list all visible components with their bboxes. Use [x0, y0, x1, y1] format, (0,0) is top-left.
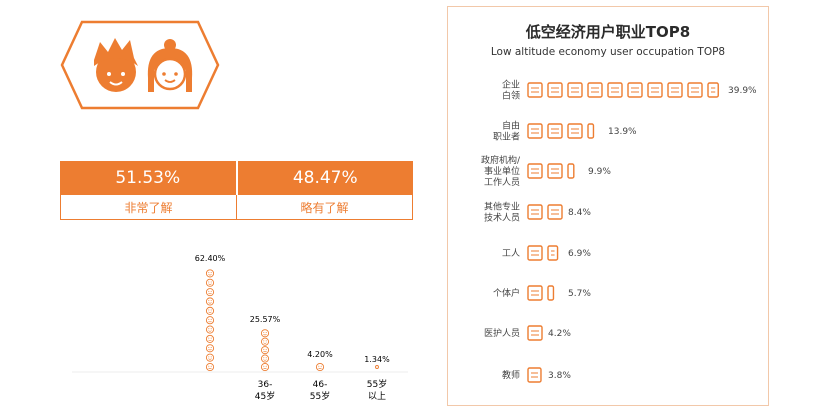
smiley-face-icon — [260, 362, 270, 372]
occupation-value-label: 5.7% — [568, 289, 591, 299]
smiley-face-icon — [205, 344, 215, 353]
category-label: 55岁 — [367, 378, 387, 390]
occupation-label: 企业 — [502, 79, 520, 91]
id-card-icon — [567, 82, 583, 98]
occupation-value-label: 6.9% — [568, 249, 591, 259]
very-familiar-percent: 51.53% — [60, 161, 236, 195]
bar-value-label: 62.40% — [195, 255, 226, 263]
occupation-label: 技术人员 — [484, 212, 520, 224]
smiley-face-icon — [260, 346, 270, 355]
smiley-face-icon — [205, 334, 215, 343]
occupation-bar — [527, 325, 543, 341]
occupation-label: 其他专业 — [484, 201, 520, 213]
id-card-icon — [647, 82, 663, 98]
id-card-icon — [627, 82, 643, 98]
id-card-icon — [527, 285, 543, 301]
category-label: 45岁 — [255, 390, 275, 402]
category-label: 以上 — [368, 391, 386, 402]
id-card-icon — [547, 245, 559, 261]
occupation-label: 白领 — [502, 90, 520, 102]
occupation-value-label: 8.4% — [568, 208, 591, 218]
smiley-face-icon — [260, 354, 270, 363]
smiley-face-icon — [205, 269, 215, 278]
age-bar — [205, 269, 215, 372]
occupation-label: 个体户 — [493, 287, 520, 299]
smiley-face-icon — [205, 362, 215, 372]
somewhat-familiar-label: 略有了解 — [236, 195, 412, 219]
id-card-icon — [527, 204, 543, 220]
occupation-value-label: 39.9% — [728, 86, 757, 96]
smiley-face-icon — [205, 306, 215, 315]
occupation-bar — [527, 163, 575, 179]
occupation-bar — [527, 204, 563, 220]
id-card-icon — [547, 204, 563, 220]
id-card-icon — [547, 123, 563, 139]
occupation-value-label: 4.2% — [548, 329, 571, 339]
user-avatars-hexagon — [60, 20, 220, 110]
smiley-face-icon — [260, 337, 270, 346]
girl-face-icon — [147, 39, 193, 92]
id-card-icon — [547, 82, 563, 98]
smiley-face-icon — [205, 316, 215, 325]
bar-value-label: 25.57% — [250, 315, 281, 324]
occupation-bar — [527, 82, 719, 98]
bar-value-label: 1.34% — [364, 355, 390, 364]
occupation-bar — [527, 123, 595, 139]
id-card-icon — [527, 163, 543, 179]
very-familiar-label: 非常了解 — [124, 200, 173, 215]
id-card-icon — [687, 82, 703, 98]
id-card-icon — [527, 245, 543, 261]
smiley-face-icon — [205, 325, 215, 334]
id-card-icon — [667, 82, 683, 98]
occupation-bar — [527, 367, 542, 383]
id-card-icon — [587, 82, 603, 98]
id-card-icon — [567, 163, 575, 179]
id-card-icon — [527, 325, 543, 341]
smiley-face-icon — [205, 288, 215, 297]
id-card-icon — [707, 82, 719, 98]
age-distribution-chart: 62.40% 25.57% 36- 45岁 4.20% 46- 55岁 1.34% 55岁 以上 — [60, 254, 420, 415]
id-card-icon — [607, 82, 623, 98]
smiley-face-icon — [315, 362, 325, 372]
age-bar — [260, 329, 270, 372]
smiley-face-icon — [205, 353, 215, 362]
bar-value-label: 4.20% — [307, 350, 333, 359]
occupation-label: 医护人员 — [484, 327, 520, 339]
awareness-stats: 51.53% 48.47% 非常了解 略有了解 — [60, 161, 413, 220]
occupation-label: 自由 — [502, 120, 520, 132]
age-bar — [315, 362, 325, 372]
smiley-face-icon — [375, 365, 379, 369]
category-label: 55岁 — [310, 390, 330, 402]
occupation-label: 职业者 — [493, 132, 520, 143]
id-card-icon — [527, 367, 542, 383]
id-card-icon — [527, 123, 543, 139]
smiley-face-icon — [205, 297, 215, 306]
id-card-icon — [587, 123, 595, 139]
occupation-label: 工人 — [502, 248, 520, 259]
id-card-icon — [527, 82, 543, 98]
occupation-label: 工作人员 — [484, 176, 520, 188]
category-label: 46- — [313, 380, 328, 390]
id-card-icon — [567, 123, 583, 139]
occupation-bar — [527, 285, 555, 301]
occupation-value-label: 9.9% — [588, 167, 611, 177]
age-bar — [375, 365, 379, 369]
smiley-face-icon — [205, 278, 215, 287]
id-card-icon — [547, 285, 555, 301]
occupation-label: 事业单位 — [484, 165, 520, 177]
occupation-panel: 低空经济用户职业TOP8 Low altitude economy user o… — [447, 6, 769, 406]
smiley-face-icon — [260, 329, 270, 338]
occupation-bar — [527, 245, 559, 261]
occupation-label: 政府机构/ — [481, 154, 521, 166]
occupation-label: 教师 — [502, 369, 520, 381]
boy-face-icon — [94, 38, 138, 92]
occupation-value-label: 13.9% — [608, 127, 637, 137]
chart-title: 低空经济用户职业TOP8 — [525, 23, 691, 41]
occupation-value-label: 3.8% — [548, 371, 571, 381]
chart-subtitle: Low altitude economy user occupation TOP… — [490, 46, 726, 58]
category-label: 36- — [258, 380, 273, 390]
somewhat-familiar-percent: 48.47% — [235, 161, 413, 195]
id-card-icon — [547, 163, 563, 179]
